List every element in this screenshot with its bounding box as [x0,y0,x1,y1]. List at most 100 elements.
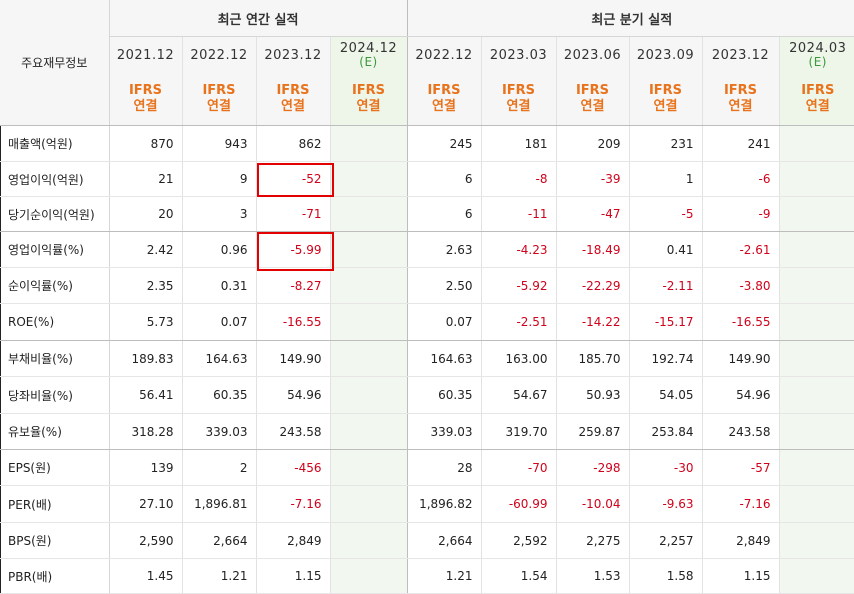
table-cell: 209 [555,125,629,162]
period-header: 2024.12 (E) [329,36,407,73]
table-cell: 2,849 [701,522,779,559]
period-label: 2024.03 [789,41,847,56]
table-cell: 2,592 [480,522,556,559]
basis-header: IFRS 연결 [255,73,330,126]
table-cell: 54.05 [628,376,702,414]
table-cell: 54.67 [480,376,556,414]
table-cell: -39 [555,161,629,197]
basis-label: IFRS [351,83,386,98]
table-cell: 1,896.82 [406,485,481,523]
table-cell: 3 [181,196,256,232]
table-row: EPS(원) 139 2 -456 28 -70 -298 -30 -57 [0,449,854,486]
table-cell: 20 [108,196,182,232]
table-cell [329,303,407,341]
table-cell: 1.58 [628,558,702,594]
period-label: 2023.06 [563,47,622,63]
table-cell: -3.80 [701,267,779,304]
row-label: PER(배) [0,485,110,523]
table-cell: -6 [701,161,779,197]
table-cell: -7.16 [701,485,779,523]
table-cell: -71 [255,196,330,232]
table-cell: -8.27 [255,267,330,304]
period-label: 2021.12 [116,47,175,63]
table-cell: 943 [181,125,256,162]
table-cell: 245 [406,125,481,162]
table-cell: 1.54 [480,558,556,594]
row-label: 당기순이익(억원) [0,196,110,232]
table-cell: 0.07 [406,303,481,341]
table-cell: -298 [555,449,629,486]
table-cell: -18.49 [555,231,629,268]
period-header: 2021.12 [108,36,182,73]
table-cell [329,376,407,414]
table-cell: 5.73 [108,303,182,341]
table-cell: 0.41 [628,231,702,268]
consolidation-label: 연결 [432,99,456,114]
row-header-label: 주요재무정보 [0,0,110,126]
table-cell: 1.21 [181,558,256,594]
row-label: EPS(원) [0,449,110,486]
table-cell: 139 [108,449,182,486]
basis-header: IFRS 연결 [778,73,854,126]
table-cell: 60.35 [181,376,256,414]
consolidation-label: 연결 [580,99,605,114]
table-cell [778,231,854,268]
table-cell [329,196,407,232]
basis-header: IFRS 연결 [181,73,256,126]
table-cell [778,485,854,523]
table-cell: 339.03 [406,413,481,450]
table-cell: -9.63 [628,485,702,523]
table-cell: -4.23 [480,231,556,268]
table-cell: 339.03 [181,413,256,450]
table-cell: 2.35 [108,267,182,304]
period-header: 2023.12 [255,36,330,73]
table-cell: 319.70 [480,413,556,450]
table-cell: 164.63 [181,340,256,377]
table-cell [778,413,854,450]
table-cell: 318.28 [108,413,182,450]
basis-header: IFRS 연결 [701,73,779,126]
table-row: ROE(%) 5.73 0.07 -16.55 0.07 -2.51 -14.22 -15.1… [0,303,854,341]
table-cell: -7.16 [255,485,330,523]
row-label: PBR(배) [0,558,110,594]
table-row: 당좌비율(%) 56.41 60.35 54.96 60.35 54.67 50.93 54.… [0,376,854,414]
table-cell [778,161,854,197]
table-cell: 21 [108,161,182,197]
period-label: 2022.12 [190,47,248,63]
period-label: 2024.12 [339,41,398,56]
table-cell: 149.90 [255,340,330,377]
table-cell [329,485,407,523]
table-row: 매출액(억원) 870 943 862 245 181 209 231 241 [0,125,854,162]
table-cell: 870 [108,125,182,162]
estimate-mark: (E) [359,55,378,69]
consolidation-label: 연결 [728,99,753,114]
table-row: PER(배) 27.10 1,896.81 -7.16 1,896.82 -60.99 -1… [0,485,854,523]
table-cell: 2,275 [555,522,629,559]
table-cell: 9 [181,161,256,197]
basis-header: IFRS 연결 [555,73,629,126]
table-cell: -9 [701,196,779,232]
table-cell: -11 [480,196,556,232]
table-cell: -47 [555,196,629,232]
basis-label: IFRS [276,83,310,98]
period-label: 2023.12 [711,47,770,63]
basis-label: IFRS [575,83,610,98]
quarterly-results-header: 최근 분기 실적 [406,0,854,37]
table-cell: -8 [480,161,556,197]
table-cell: -15.17 [628,303,702,341]
consolidation-label: 연결 [805,99,830,114]
period-label: 2022.12 [415,47,473,63]
table-row: BPS(원) 2,590 2,664 2,849 2,664 2,592 2,275 2,25… [0,522,854,559]
basis-header: IFRS 연결 [108,73,182,126]
row-label: 유보율(%) [0,413,110,450]
basis-label: IFRS [202,83,236,98]
row-label: 영업이익률(%) [0,231,110,268]
table-cell: 231 [628,125,702,162]
basis-header: IFRS 연결 [406,73,481,126]
table-row: 순이익률(%) 2.35 0.31 -8.27 2.50 -5.92 -22.29 -2.11… [0,267,854,304]
table-cell: -14.22 [555,303,629,341]
table-cell: 1.45 [108,558,182,594]
table-cell [778,267,854,304]
basis-row: IFRS 연결 IFRS 연결 IFRS 연결 IFRS 연결 IFRS 연결 IFRS 연결 IFRS… [0,73,854,126]
